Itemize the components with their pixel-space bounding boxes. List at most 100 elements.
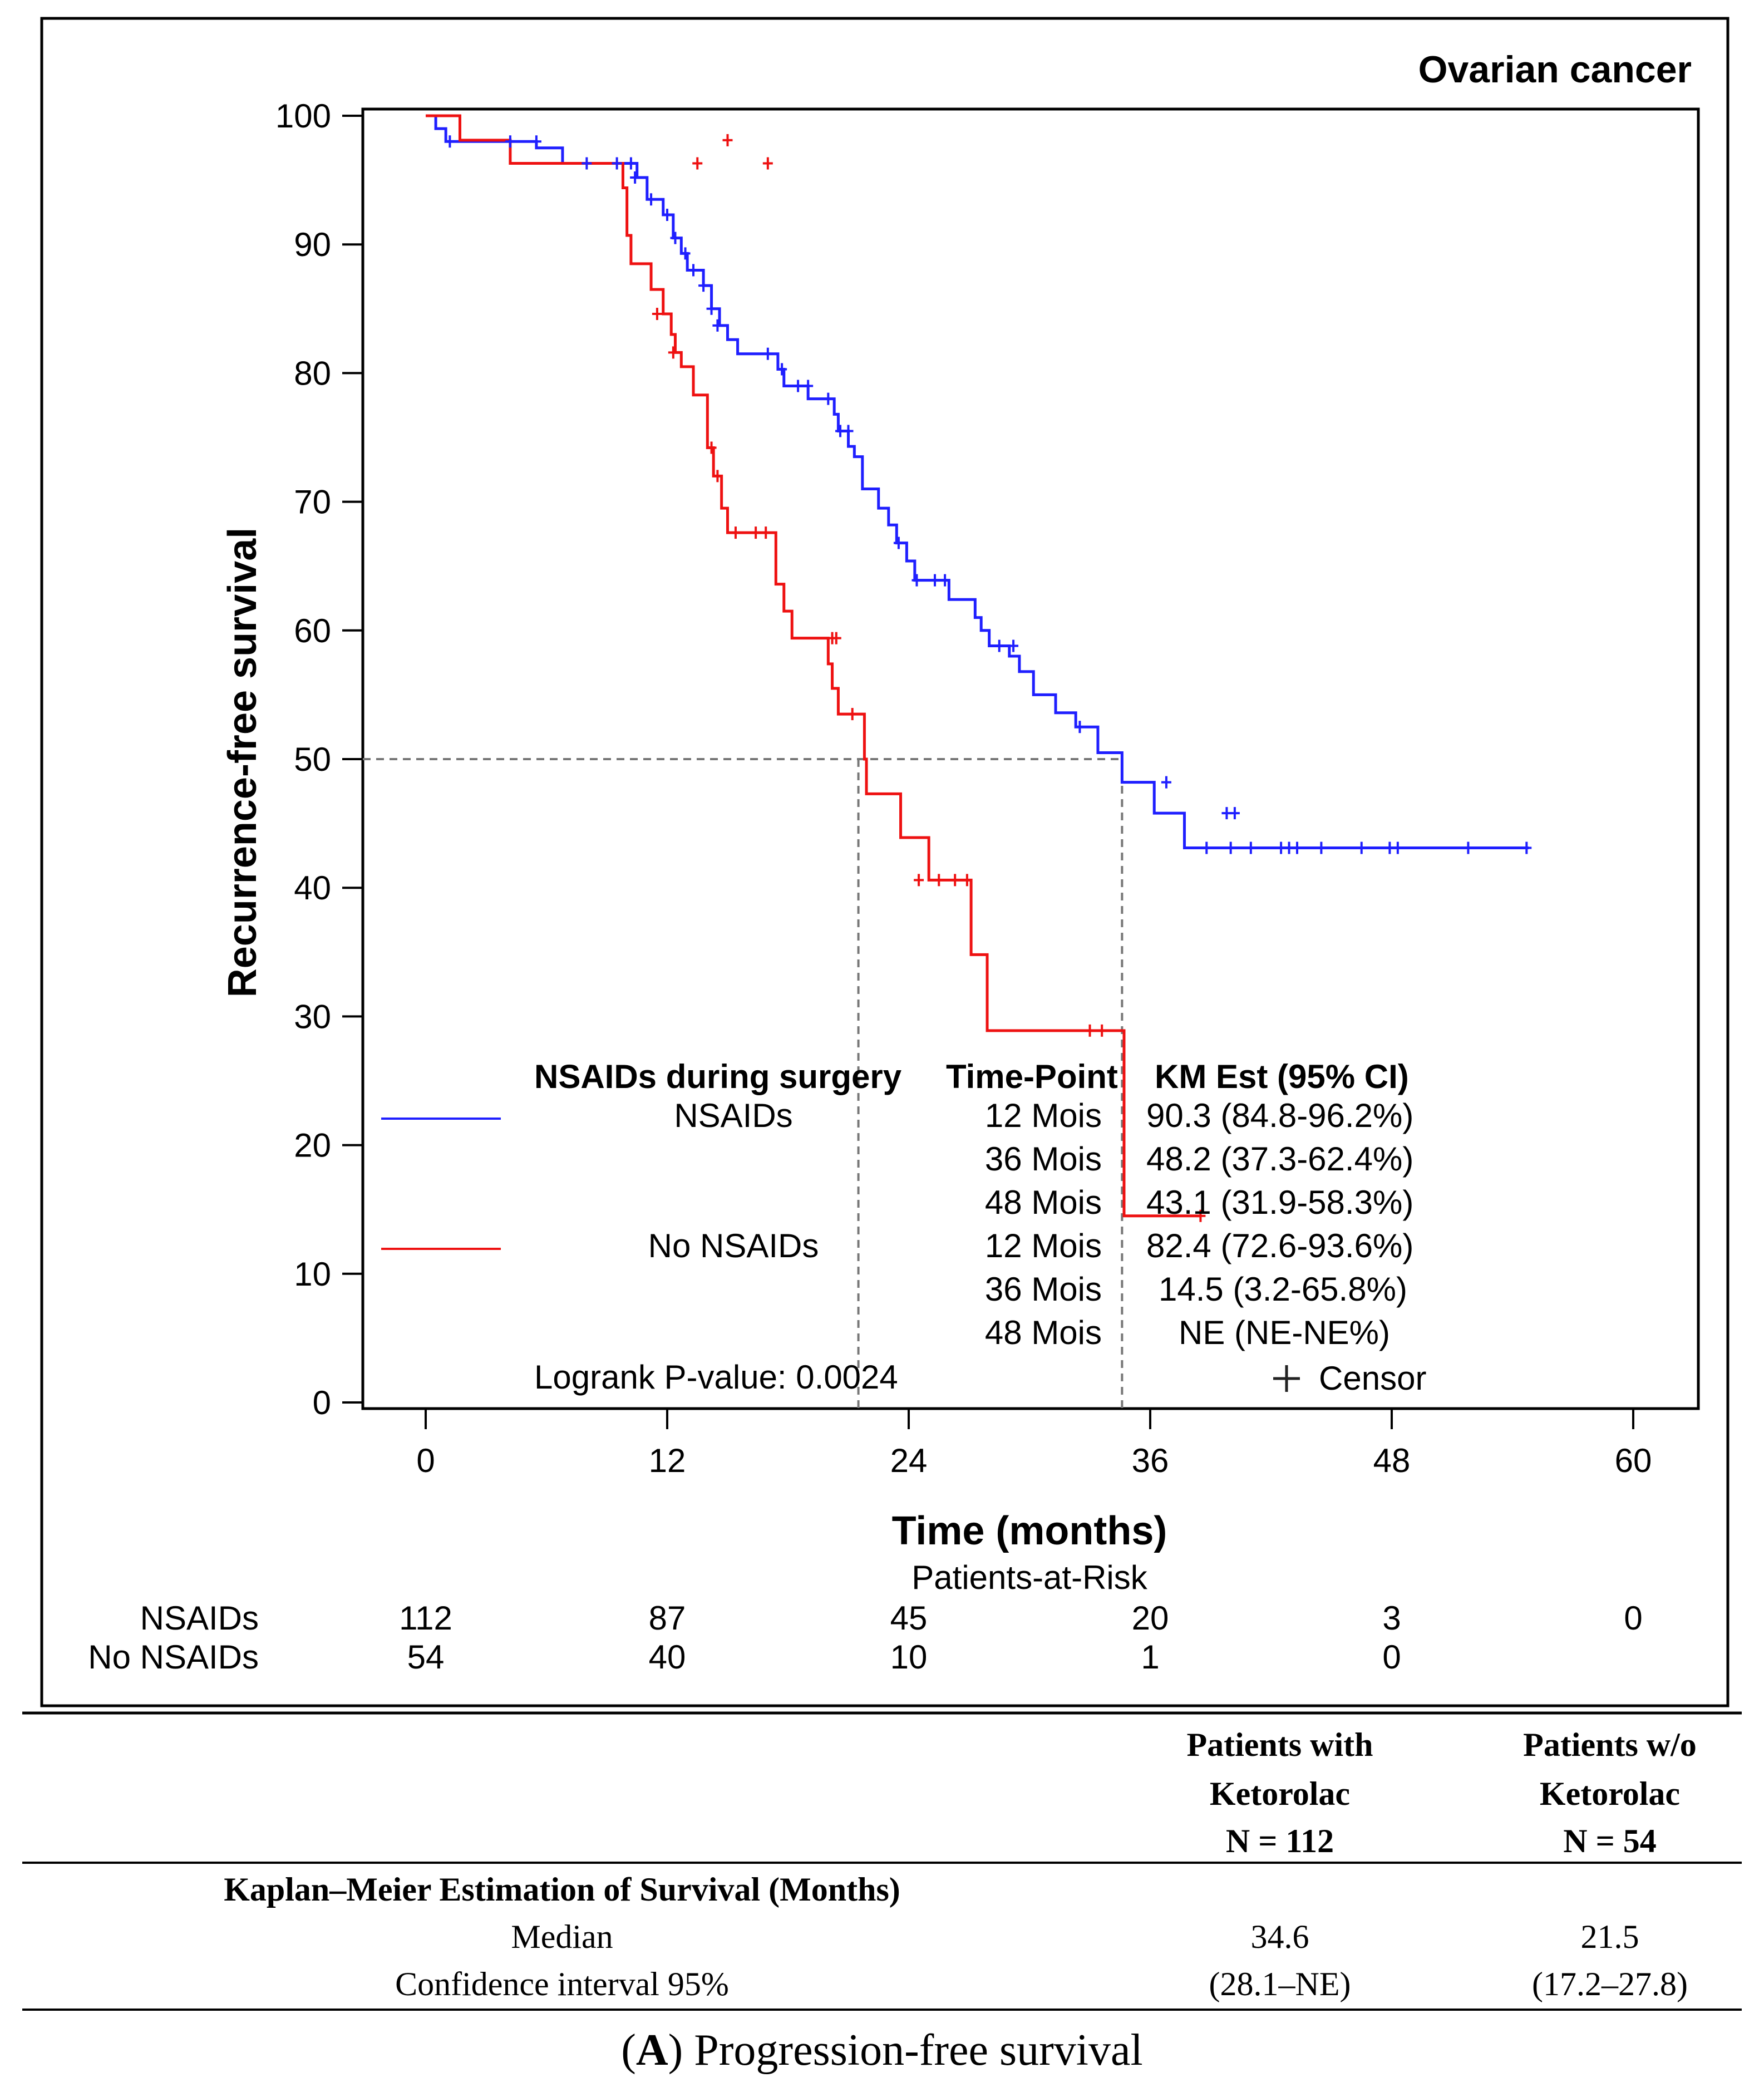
y-tick-label: 50: [294, 741, 331, 778]
legend-time-nsaids-12: 12 Mois: [985, 1097, 1102, 1134]
risk-value: 1: [1141, 1638, 1159, 1676]
logrank-pvalue: Logrank P-value: 0.0024: [534, 1358, 898, 1396]
risk-title: Patients-at-Risk: [911, 1559, 1147, 1596]
chart-title: Ovarian cancer: [1418, 48, 1692, 91]
censor-mark: [1521, 841, 1532, 854]
table-col-header: Patients with: [1187, 1726, 1373, 1763]
y-tick-label: 100: [275, 97, 331, 135]
censor-mark: [934, 874, 944, 887]
figure-border: [40, 17, 1729, 1707]
censor-legend-icon: [1273, 1365, 1300, 1392]
censor-mark: [1292, 841, 1303, 854]
legend-time-no-nsaids-48: 48 Mois: [985, 1314, 1102, 1351]
table-col-header: N = 112: [1226, 1823, 1334, 1859]
censor-mark: [531, 135, 541, 148]
censor-legend-label: Censor: [1319, 1360, 1426, 1397]
legend-time-no-nsaids-12: 12 Mois: [985, 1227, 1102, 1264]
table-cell: 21.5: [1581, 1918, 1639, 1955]
legend-group-nsaids: NSAIDs: [674, 1097, 792, 1134]
legend-header-km: KM Est (95% CI): [1155, 1058, 1409, 1095]
censor-mark: [712, 319, 723, 332]
censor-mark: [612, 157, 622, 170]
censor-mark: [843, 425, 854, 437]
censor-mark: [762, 347, 773, 360]
censor-mark: [698, 279, 709, 292]
summary-table: Patients with Ketorolac N = 112 Patients…: [22, 1711, 1742, 2011]
legend-km-nsaids-36: 48.2 (37.3-62.4%): [1146, 1140, 1413, 1178]
censor-mark: [1225, 841, 1236, 854]
y-tick-label: 40: [294, 869, 331, 907]
censor-mark: [777, 363, 787, 376]
risk-value: 87: [649, 1599, 686, 1637]
legend: NSAIDs during surgery Time-Point KM Est …: [381, 1058, 1426, 1397]
censor-mark: [706, 441, 717, 454]
censor-mark: [940, 574, 950, 587]
censor-mark: [1085, 1024, 1095, 1037]
censor-mark: [831, 632, 841, 644]
censor-mark: [1195, 1209, 1206, 1222]
censor-mark: [1463, 841, 1474, 854]
censor-mark: [706, 302, 717, 315]
censor-mark: [688, 264, 699, 277]
risk-value: 20: [1132, 1599, 1169, 1637]
risk-value: 3: [1382, 1599, 1401, 1637]
legend-km-nsaids-12: 90.3 (84.8-96.2%): [1146, 1097, 1413, 1134]
censor-mark: [1008, 639, 1019, 652]
risk-value: 54: [407, 1638, 445, 1676]
risk-value: 45: [890, 1599, 928, 1637]
series-line-no-nsaids: [426, 114, 1201, 1218]
y-axis-label: Recurrence-free survival: [220, 528, 265, 997]
table-cell: (17.2–27.8): [1532, 1966, 1688, 2002]
censor-mark: [505, 135, 515, 148]
risk-value: 0: [1382, 1638, 1401, 1676]
censor-mark: [722, 134, 733, 146]
censor-mark: [930, 574, 940, 587]
risk-value: 0: [1624, 1599, 1642, 1637]
y-tick-label: 0: [313, 1384, 331, 1421]
y-tick-label: 20: [294, 1127, 331, 1164]
risk-value: 10: [890, 1638, 928, 1676]
y-axis: 0 10 20 30 40 50 60 70 80 90 100: [275, 97, 363, 1421]
series-line-nsaids: [426, 114, 1529, 850]
y-tick-label: 10: [294, 1256, 331, 1293]
table-col-header: Ketorolac: [1540, 1775, 1680, 1812]
x-tick-label: 36: [1132, 1442, 1169, 1479]
censor-mark: [1075, 721, 1085, 734]
censor-mark: [847, 708, 858, 721]
x-tick-label: 24: [890, 1442, 928, 1479]
censor-mark: [911, 574, 922, 587]
risk-row-label: NSAIDs: [140, 1599, 259, 1637]
table-row-label: Median: [511, 1918, 613, 1955]
censor-mark: [962, 874, 972, 887]
legend-time-nsaids-48: 48 Mois: [985, 1184, 1102, 1221]
legend-group-no-nsaids: No NSAIDs: [648, 1227, 819, 1264]
table-row-label: Confidence interval 95%: [395, 1966, 729, 2002]
censor-mark: [761, 526, 771, 539]
censor-mark: [668, 346, 678, 359]
censor-mark: [1097, 1024, 1107, 1037]
legend-time-nsaids-36: 36 Mois: [985, 1140, 1102, 1178]
censor-mark: [445, 135, 455, 148]
censor-mark: [662, 209, 672, 221]
x-tick-label: 0: [416, 1442, 435, 1479]
censor-mark: [1356, 841, 1367, 854]
figure-caption: (A) Progression-free survival: [621, 2026, 1143, 2075]
censor-mark: [692, 157, 703, 170]
censor-mark: [1316, 841, 1327, 854]
table-col-header: N = 54: [1563, 1823, 1657, 1859]
table-cell: 34.6: [1251, 1918, 1309, 1955]
censor-mark: [1229, 807, 1240, 820]
legend-header-time: Time-Point: [946, 1058, 1118, 1095]
x-tick-label: 12: [649, 1442, 686, 1479]
x-axis-label: Time (months): [892, 1509, 1167, 1553]
legend-km-no-nsaids-12: 82.4 (72.6-93.6%): [1146, 1227, 1413, 1264]
legend-km-no-nsaids-36: 14.5 (3.2-65.8%): [1159, 1271, 1407, 1308]
patients-at-risk: Patients-at-Risk NSAIDs No NSAIDs 112 87 4…: [88, 1559, 1642, 1676]
y-tick-label: 60: [294, 612, 331, 649]
censor-mark: [652, 308, 662, 321]
y-tick-label: 30: [294, 998, 331, 1035]
legend-km-nsaids-48: 43.1 (31.9-58.3%): [1146, 1184, 1413, 1221]
risk-value: 112: [399, 1599, 452, 1637]
censor-mark: [1201, 841, 1212, 854]
censor-mark: [803, 380, 814, 392]
